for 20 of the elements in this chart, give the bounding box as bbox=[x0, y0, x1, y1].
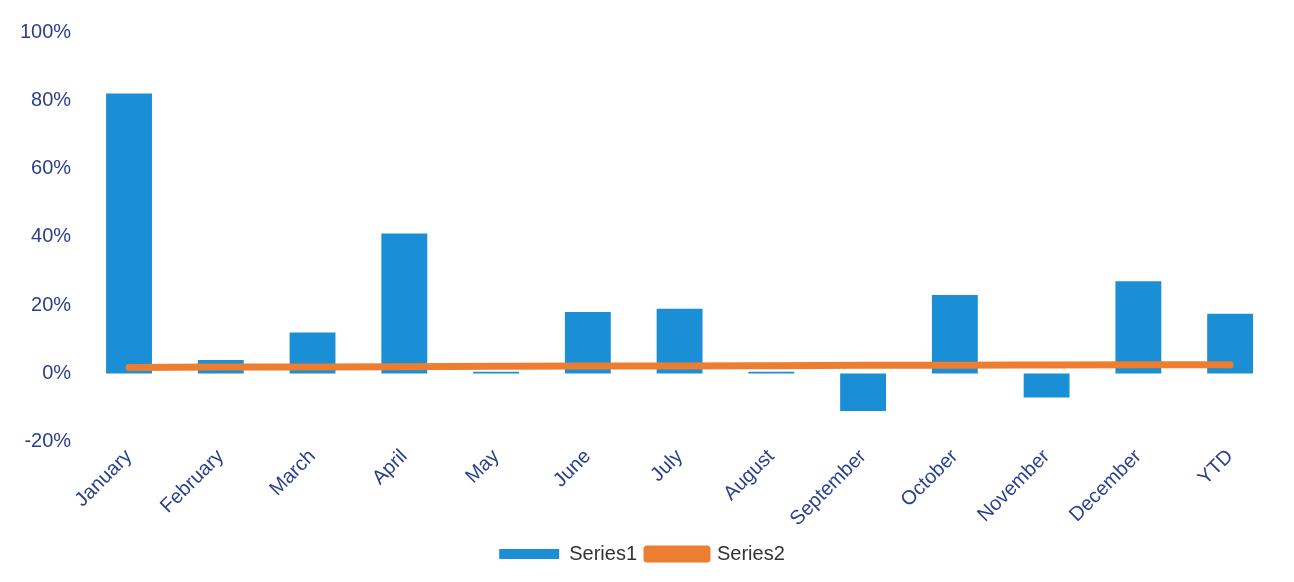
x-tick-label: May bbox=[460, 444, 503, 487]
bar bbox=[840, 373, 887, 412]
y-tick-label: 20% bbox=[31, 292, 72, 315]
bar bbox=[656, 308, 703, 374]
bar bbox=[1207, 313, 1254, 374]
y-tick-label: 0% bbox=[42, 361, 72, 384]
y-tick-label: -20% bbox=[24, 429, 72, 452]
bar bbox=[931, 294, 978, 374]
bar bbox=[1115, 281, 1162, 374]
bar bbox=[106, 93, 152, 374]
x-tick-label: July bbox=[645, 444, 687, 486]
y-tick-label: 100% bbox=[20, 19, 72, 42]
y-tick-label: 60% bbox=[31, 156, 72, 179]
legend-label: Series2 bbox=[717, 541, 785, 564]
x-tick-label: YTD bbox=[1193, 444, 1237, 489]
y-tick-label: 40% bbox=[31, 224, 72, 247]
legend-label: Series1 bbox=[569, 541, 637, 564]
bar bbox=[381, 233, 428, 374]
y-tick-label: 80% bbox=[31, 87, 72, 110]
bar bbox=[1023, 373, 1070, 398]
